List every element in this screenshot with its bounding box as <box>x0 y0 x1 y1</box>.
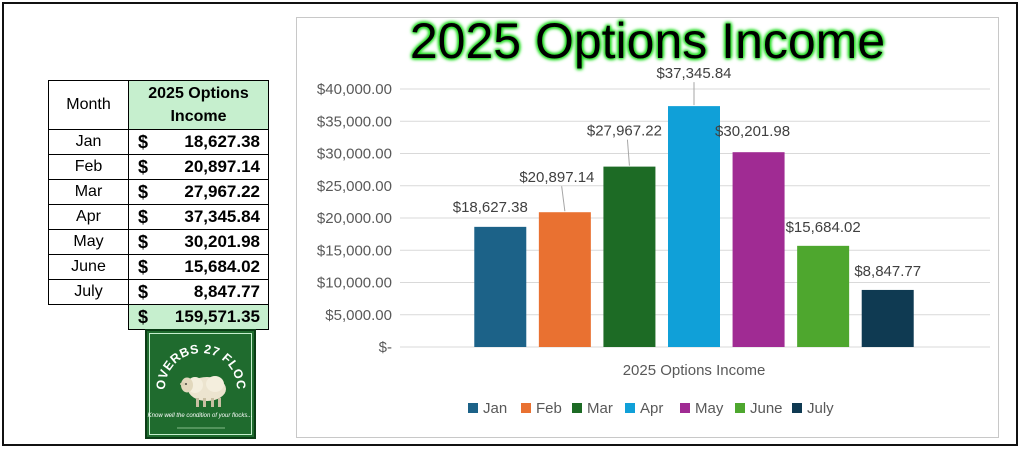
total-value-cell: $ 159,571.35 <box>129 305 269 330</box>
currency-symbol: $ <box>138 207 148 228</box>
row-value: 37,345.84 <box>184 207 260 227</box>
proverbs-27-flocks-logo: PROVERBS 27 FLOCKS Know well the conditi… <box>145 329 256 439</box>
currency-symbol: $ <box>138 307 148 328</box>
table-row: May $ 30,201.98 <box>49 230 269 255</box>
table-row: June $ 15,684.02 <box>49 255 269 280</box>
total-row: $ 159,571.35 <box>49 305 269 330</box>
row-value-cell: $ 18,627.38 <box>129 130 269 155</box>
row-month: Jan <box>49 130 129 155</box>
currency-symbol: $ <box>138 182 148 203</box>
total-spacer <box>49 305 129 330</box>
row-month: Feb <box>49 155 129 180</box>
currency-symbol: $ <box>138 232 148 253</box>
row-value-cell: $ 27,967.22 <box>129 180 269 205</box>
row-value: 30,201.98 <box>184 232 260 252</box>
row-month: June <box>49 255 129 280</box>
row-value-cell: $ 8,847.77 <box>129 280 269 305</box>
header-value: 2025 Options Income <box>129 81 269 130</box>
row-value: 15,684.02 <box>184 257 260 277</box>
row-value-cell: $ 30,201.98 <box>129 230 269 255</box>
row-month: Apr <box>49 205 129 230</box>
logo-tagline: Know well the condition of your flocks..… <box>148 413 253 419</box>
sheep-icon <box>180 376 226 407</box>
table-row: Mar $ 27,967.22 <box>49 180 269 205</box>
logo-graphic: PROVERBS 27 FLOCKS Know well the conditi… <box>147 331 254 437</box>
currency-symbol: $ <box>138 257 148 278</box>
row-month: May <box>49 230 129 255</box>
table-row: Jan $ 18,627.38 <box>49 130 269 155</box>
currency-symbol: $ <box>138 282 148 303</box>
chart-title: 2025 Options Income <box>296 10 999 72</box>
row-value: 20,897.14 <box>184 157 260 177</box>
row-value-cell: $ 20,897.14 <box>129 155 269 180</box>
total-value: 159,571.35 <box>175 307 260 327</box>
table-header-row: Month 2025 Options Income <box>49 81 269 130</box>
chart-area <box>296 17 999 438</box>
currency-symbol: $ <box>138 132 148 153</box>
table-row: July $ 8,847.77 <box>49 280 269 305</box>
currency-symbol: $ <box>138 157 148 178</box>
row-value: 27,967.22 <box>184 182 260 202</box>
row-value: 8,847.77 <box>194 282 260 302</box>
income-table: Month 2025 Options Income Jan $ 18,627.3… <box>48 80 269 330</box>
row-value: 18,627.38 <box>184 132 260 152</box>
table-row: Feb $ 20,897.14 <box>49 155 269 180</box>
row-value-cell: $ 37,345.84 <box>129 205 269 230</box>
row-month: July <box>49 280 129 305</box>
row-value-cell: $ 15,684.02 <box>129 255 269 280</box>
row-month: Mar <box>49 180 129 205</box>
header-month: Month <box>49 81 129 130</box>
table-row: Apr $ 37,345.84 <box>49 205 269 230</box>
